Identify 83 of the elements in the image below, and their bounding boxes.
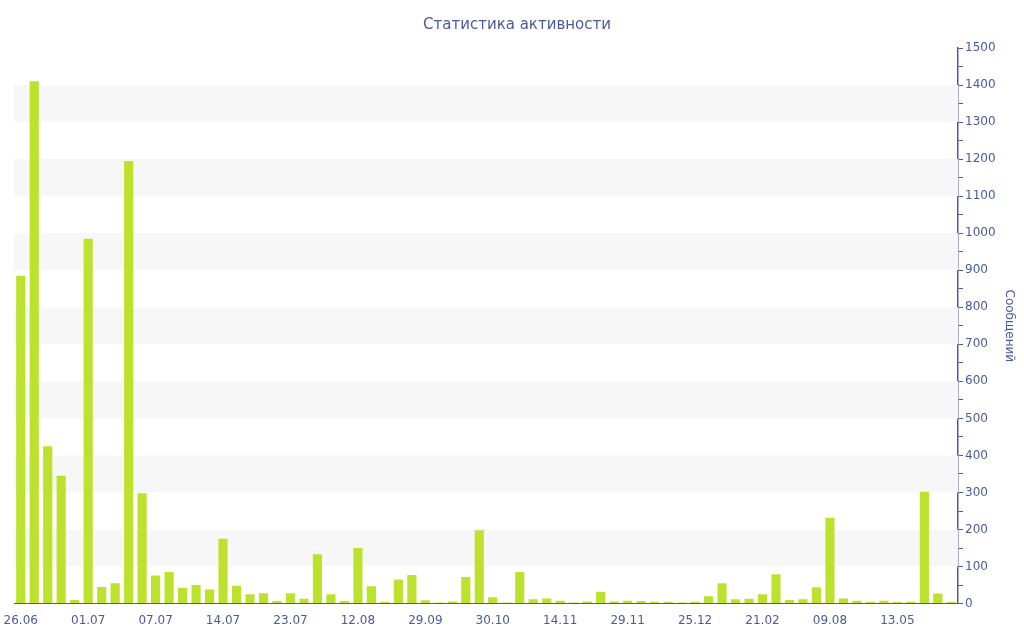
bar	[474, 530, 484, 604]
bar	[353, 548, 363, 604]
x-tick-label: 23.07	[273, 612, 308, 627]
y2-axis-title: Сообщений	[1002, 289, 1017, 363]
bar	[326, 594, 336, 604]
y2-tick-label: 200	[965, 521, 988, 536]
bar	[29, 81, 39, 604]
bar	[164, 572, 174, 604]
bar	[312, 554, 323, 604]
bar	[137, 493, 147, 604]
bar	[178, 587, 188, 604]
bar	[339, 601, 350, 604]
bar	[757, 594, 768, 604]
y2-tick-label: 1100	[965, 188, 996, 203]
y2-tick-label: 400	[965, 447, 988, 462]
bar	[191, 585, 201, 604]
bar	[43, 446, 53, 604]
bar	[151, 575, 161, 604]
y2-tick-label: 1000	[965, 225, 996, 240]
y2-tick-label: 800	[965, 299, 988, 314]
bar	[798, 599, 808, 604]
y2-tick-label: 100	[965, 558, 988, 573]
bar	[231, 585, 242, 604]
bar	[366, 586, 376, 604]
y2-tick-label: 900	[965, 262, 988, 277]
x-tick-label: 26.06	[3, 612, 38, 627]
bar	[285, 593, 296, 604]
bar	[933, 593, 943, 604]
x-tick-label: 01.07	[71, 612, 106, 627]
x-tick-label: 14.07	[205, 612, 241, 627]
bar	[245, 594, 255, 604]
y2-tick-label: 0	[965, 595, 973, 610]
x-tick-label: 07.07	[138, 612, 173, 627]
bar	[717, 583, 727, 604]
x-tick-label: 29.09	[408, 612, 443, 627]
bar	[744, 598, 754, 604]
bar	[596, 591, 606, 604]
y2-tick-label: 1300	[965, 114, 996, 129]
x-tick-label: 14.11	[543, 612, 578, 627]
bar	[204, 589, 215, 604]
bar	[420, 600, 430, 604]
bar	[730, 599, 741, 604]
x-tick-label: 12.08	[340, 612, 376, 627]
bar	[919, 491, 929, 604]
bar	[56, 475, 66, 604]
bar	[218, 538, 228, 604]
x-tick-label: 29.11	[610, 612, 645, 627]
bar	[272, 601, 282, 604]
bar	[542, 598, 552, 604]
bar	[407, 575, 417, 604]
bar	[16, 275, 26, 604]
bar	[393, 579, 403, 604]
bar	[124, 160, 134, 604]
bar	[825, 517, 835, 604]
bar	[528, 599, 538, 604]
x-tick-label: 25.12	[677, 612, 713, 627]
x-tick-label: 21.02	[745, 612, 780, 627]
y2-tick-label: 600	[965, 373, 988, 388]
x-tick-label: 30.10	[475, 612, 510, 627]
bar	[83, 238, 93, 604]
bar	[258, 593, 269, 604]
bar	[488, 597, 498, 604]
bar	[811, 587, 822, 604]
chart-title: Статистика активности	[423, 14, 611, 33]
y2-tick-label: 1200	[965, 151, 996, 166]
bar	[771, 574, 781, 604]
bar	[97, 586, 107, 604]
bar	[703, 596, 714, 604]
y2-tick-label: 300	[965, 484, 988, 499]
x-tick-label: 09.08	[812, 612, 848, 627]
x-tick-label: 13.05	[880, 612, 915, 627]
y2-tick-label: 1500	[965, 40, 996, 55]
bar	[784, 599, 795, 604]
y2-tick-label: 700	[965, 336, 988, 351]
y2-tick-label: 1400	[965, 77, 996, 92]
bar	[838, 598, 849, 604]
bar	[299, 598, 309, 604]
bar	[461, 576, 471, 604]
bar	[515, 572, 525, 604]
bar	[636, 601, 646, 604]
bar	[70, 599, 80, 604]
y2-tick-label: 500	[965, 410, 988, 425]
bar	[110, 583, 120, 604]
